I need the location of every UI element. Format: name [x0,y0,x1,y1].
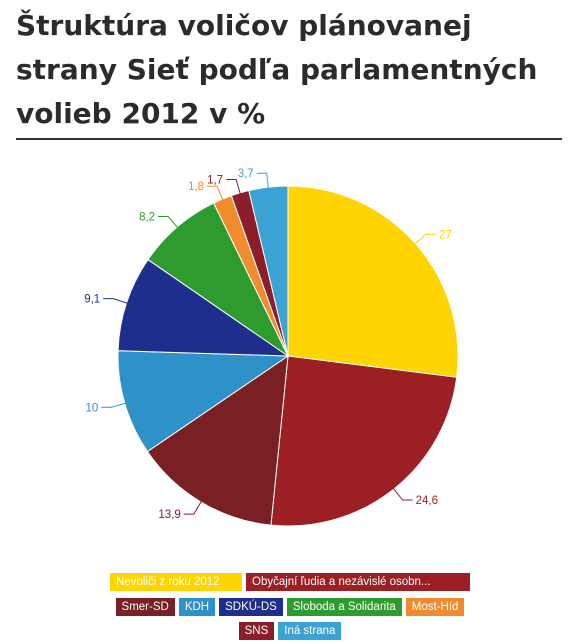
data-label: 13,9 [158,509,180,521]
leader-line [158,216,179,229]
leader-line [392,487,413,501]
leader-line [226,179,242,195]
legend-item[interactable]: KDH [178,598,216,616]
legend-item[interactable]: Sloboda a Solidarita [286,598,402,616]
data-label: 3,7 [238,168,254,180]
data-label: 1,8 [188,181,204,193]
leader-line [101,402,127,408]
leader-line [103,298,129,305]
data-label: 24,6 [416,495,438,507]
legend-row: SNS Iná strana [0,622,580,640]
data-label: 1,7 [207,175,223,187]
legend-item[interactable]: Iná strana [278,622,342,640]
data-label: 27 [439,229,452,241]
legend-item[interactable]: Nevoliči z roku 2012 [110,573,242,591]
pie-slice [287,185,459,378]
title-divider [16,138,562,140]
leader-line [207,185,224,202]
leader-line [256,172,269,190]
legend-item[interactable]: SNS [238,622,275,640]
legend-row: Nevoliči z roku 2012 Obyčajní ľudia a nez… [0,573,580,591]
legend-item[interactable]: Most-Híd [405,598,465,616]
legend-item[interactable]: SDKÚ-DS [219,598,283,616]
data-label: 10 [86,402,99,414]
legend-item[interactable]: Obyčajní ľudia a nezávislé osobn... [246,573,470,591]
leader-line [183,500,203,515]
chart-title: Štruktúra voličov plánovanej strany Sieť… [16,9,538,130]
data-label: 8,2 [139,212,155,224]
pie-chart: 27 24,6 13,9 10 9,1 8,2 1,81,7 3,7 [84,168,459,527]
legend-item[interactable]: Smer-SD [115,598,175,616]
data-label: 9,1 [84,294,100,306]
legend-row: Smer-SD KDH SDKÚ-DS Sloboda a Solidarita Mos… [0,598,580,616]
leader-line [413,233,436,246]
